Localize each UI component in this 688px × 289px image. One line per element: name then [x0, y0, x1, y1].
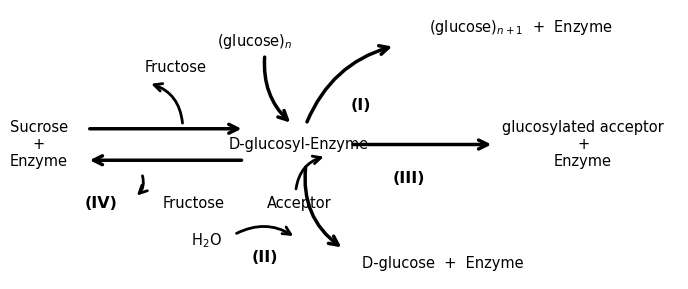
Text: glucosylated acceptor
+
Enzyme: glucosylated acceptor + Enzyme [502, 120, 664, 169]
Text: Fructose: Fructose [145, 60, 207, 75]
Text: (IV): (IV) [84, 196, 117, 211]
Text: (glucose)$_n$: (glucose)$_n$ [217, 32, 292, 51]
Text: (glucose)$_{n+1}$  +  Enzyme: (glucose)$_{n+1}$ + Enzyme [429, 18, 614, 37]
Text: H$_2$O: H$_2$O [191, 231, 222, 250]
Text: Acceptor: Acceptor [267, 196, 332, 211]
Text: (III): (III) [392, 171, 424, 186]
Text: D-glucose  +  Enzyme: D-glucose + Enzyme [362, 256, 524, 271]
Text: Sucrose
+
Enzyme: Sucrose + Enzyme [10, 120, 68, 169]
Text: Fructose: Fructose [162, 196, 224, 211]
Text: (II): (II) [252, 250, 278, 265]
Text: (I): (I) [350, 98, 371, 113]
Text: D-glucosyl-Enzyme: D-glucosyl-Enzyme [229, 137, 369, 152]
